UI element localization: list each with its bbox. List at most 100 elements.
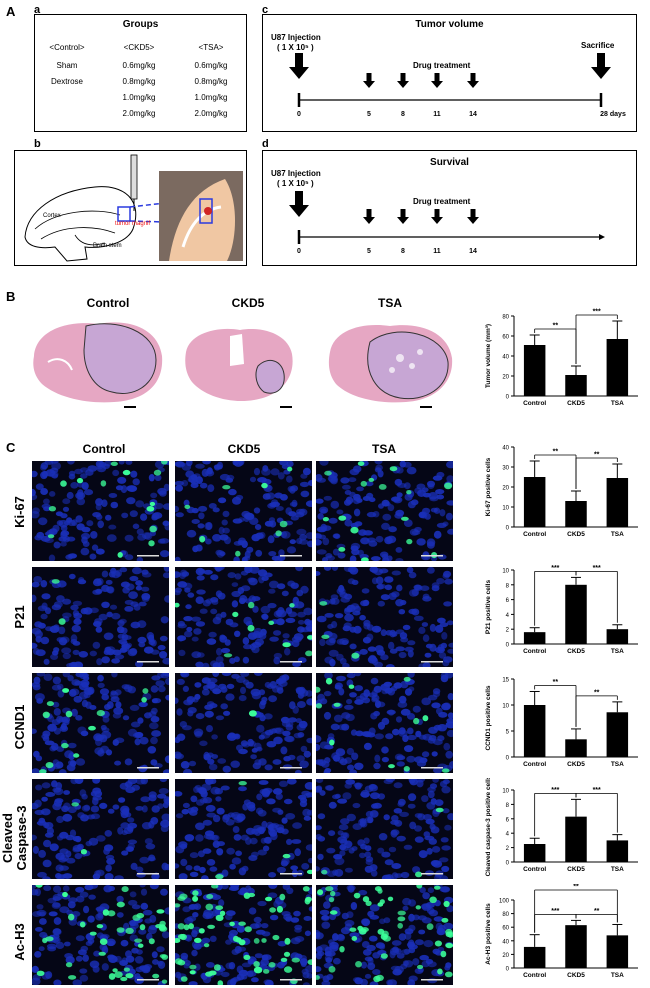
panel-label-A: A (6, 4, 16, 19)
groups-cell: 2.0mg/kg (122, 109, 156, 118)
timeline-tumor-volume: Tumor volume U87 Injection ( 1 X 10⁵ ) D… (262, 14, 637, 132)
y-tick-label: 6 (506, 817, 510, 823)
bar (606, 339, 629, 396)
panel-label-B: B (6, 289, 16, 304)
bar-chart-2: 0 2 4 6 8 10 Control CKD5 TSA *** *** P21 positive … (485, 565, 638, 655)
y-tick-label: 0 (506, 643, 510, 649)
timeline-c-tick: 8 (401, 111, 405, 118)
micrograph-cleaved-caspase3-control (32, 779, 169, 879)
significance-label: *** (551, 787, 559, 794)
y-axis-label: Tumor volume (mm³) (485, 324, 492, 388)
y-tick-label: 10 (502, 789, 509, 795)
timeline-d-tick: 8 (401, 248, 405, 255)
bar (523, 345, 546, 396)
bar (606, 478, 629, 527)
significance-label: *** (593, 565, 601, 572)
drug-arrow (467, 209, 479, 224)
drug-arrow (397, 209, 409, 224)
y-axis-label: Ac-H3 positive cells (485, 903, 492, 965)
x-tick-label: TSA (611, 972, 624, 979)
y-tick-label: 30 (502, 466, 509, 472)
micrograph-cleaved-caspase3-tsa (316, 779, 453, 879)
groups-cell: 2.0mg/kg (194, 109, 228, 118)
row-label-ki67: Ki-67 (12, 496, 27, 528)
micrograph-ccnd1-control (32, 673, 169, 773)
y-tick-label: 20 (502, 953, 509, 959)
x-tick-label: Control (523, 866, 546, 873)
bar-chart-1: 0 10 20 30 40 Control CKD5 TSA ** ** Ki-67 positiv… (485, 446, 638, 538)
timeline-c-end: Sacrifice (581, 41, 615, 50)
x-tick-label: CKD5 (567, 761, 585, 768)
groups-cell: Dextrose (50, 77, 83, 86)
significance-label: *** (593, 309, 601, 316)
y-tick-label: 6 (506, 598, 510, 604)
y-axis-label: Cleaved caspase-3 positive cells (485, 778, 492, 876)
timeline-c-injection-dose: ( 1 X 10⁵ ) (277, 43, 314, 52)
groups-cell: 0.6mg/kg (194, 61, 228, 70)
drug-arrow (467, 73, 479, 88)
timeline-d-treatment: Drug treatment (413, 197, 471, 206)
micrograph-ccnd1-ckd5 (175, 673, 312, 773)
bar (606, 840, 629, 862)
y-tick-label: 0 (506, 967, 510, 973)
drug-arrow (431, 209, 443, 224)
significance-label: ** (594, 908, 600, 915)
y-tick-label: 20 (502, 486, 509, 492)
he-section-ckd5 (185, 328, 293, 408)
drug-arrow (363, 209, 375, 224)
bar (565, 816, 587, 862)
bar (565, 925, 587, 968)
y-tick-label: 8 (506, 803, 510, 809)
groups-cell: 0.8mg/kg (122, 77, 156, 86)
timeline-d-axis (289, 191, 605, 244)
section-c-col-control: Control (82, 442, 126, 456)
x-tick-label: Control (523, 400, 546, 407)
magnify-label: tumor magnif (115, 221, 151, 227)
timeline-c-tick: 11 (433, 111, 441, 118)
row-label-cleaved-caspase3: Cleaved Caspase-3 (0, 805, 29, 871)
y-tick-label: 60 (502, 926, 509, 932)
timeline-d-title: Survival (430, 157, 469, 168)
x-tick-label: Control (523, 531, 546, 538)
section-b-col-ckd5: CKD5 (231, 296, 265, 310)
groups-table: Groups <Control> <CKD5> <TSA> Sham 0.6mg/… (34, 14, 247, 132)
timeline-c-tick: 28 days (600, 111, 626, 118)
drug-arrow (397, 73, 409, 88)
bar-chart-4: 0 2 4 6 8 10 Control CKD5 TSA *** *** Cleaved caspa… (485, 778, 638, 876)
y-tick-label: 20 (502, 375, 509, 381)
x-tick-label: TSA (611, 400, 624, 407)
he-section-tsa (328, 325, 453, 408)
timeline-d-tick: 0 (297, 248, 301, 255)
significance-label: *** (551, 908, 559, 915)
timeline-c-axis (289, 53, 611, 107)
bar (565, 501, 587, 527)
row-label-p21: P21 (12, 605, 27, 629)
section-c-col-ckd5: CKD5 (227, 442, 261, 456)
sacrifice-arrow (591, 53, 611, 79)
section-c-col-tsa: TSA (372, 442, 396, 456)
micrograph-ki67-ckd5 (175, 461, 312, 561)
micrograph-ccnd1-tsa (316, 673, 453, 773)
groups-header-tsa: <TSA> (198, 43, 224, 52)
bar (523, 632, 546, 644)
micrograph-p21-tsa (316, 567, 453, 667)
panel-label-c: c (262, 4, 269, 16)
y-tick-label: 4 (506, 613, 510, 619)
bar (523, 705, 546, 757)
significance-label: ** (553, 323, 559, 330)
timeline-c-tick: 14 (469, 111, 477, 118)
x-tick-label: TSA (611, 761, 624, 768)
y-tick-label: 10 (502, 569, 509, 575)
significance-label: ** (573, 884, 579, 891)
x-tick-label: CKD5 (567, 531, 585, 538)
y-tick-label: 0 (506, 526, 510, 532)
y-tick-label: 40 (502, 446, 509, 452)
micrograph-ach3-control (32, 885, 169, 985)
bar (565, 739, 587, 757)
timeline-d-injection: U87 Injection (271, 169, 321, 178)
cortex-label: Cortex (43, 213, 61, 219)
significance-label: ** (553, 449, 559, 456)
y-axis-label: P21 positive cells (485, 580, 492, 635)
timeline-d-tick: 14 (469, 248, 477, 255)
y-tick-label: 4 (506, 832, 510, 838)
